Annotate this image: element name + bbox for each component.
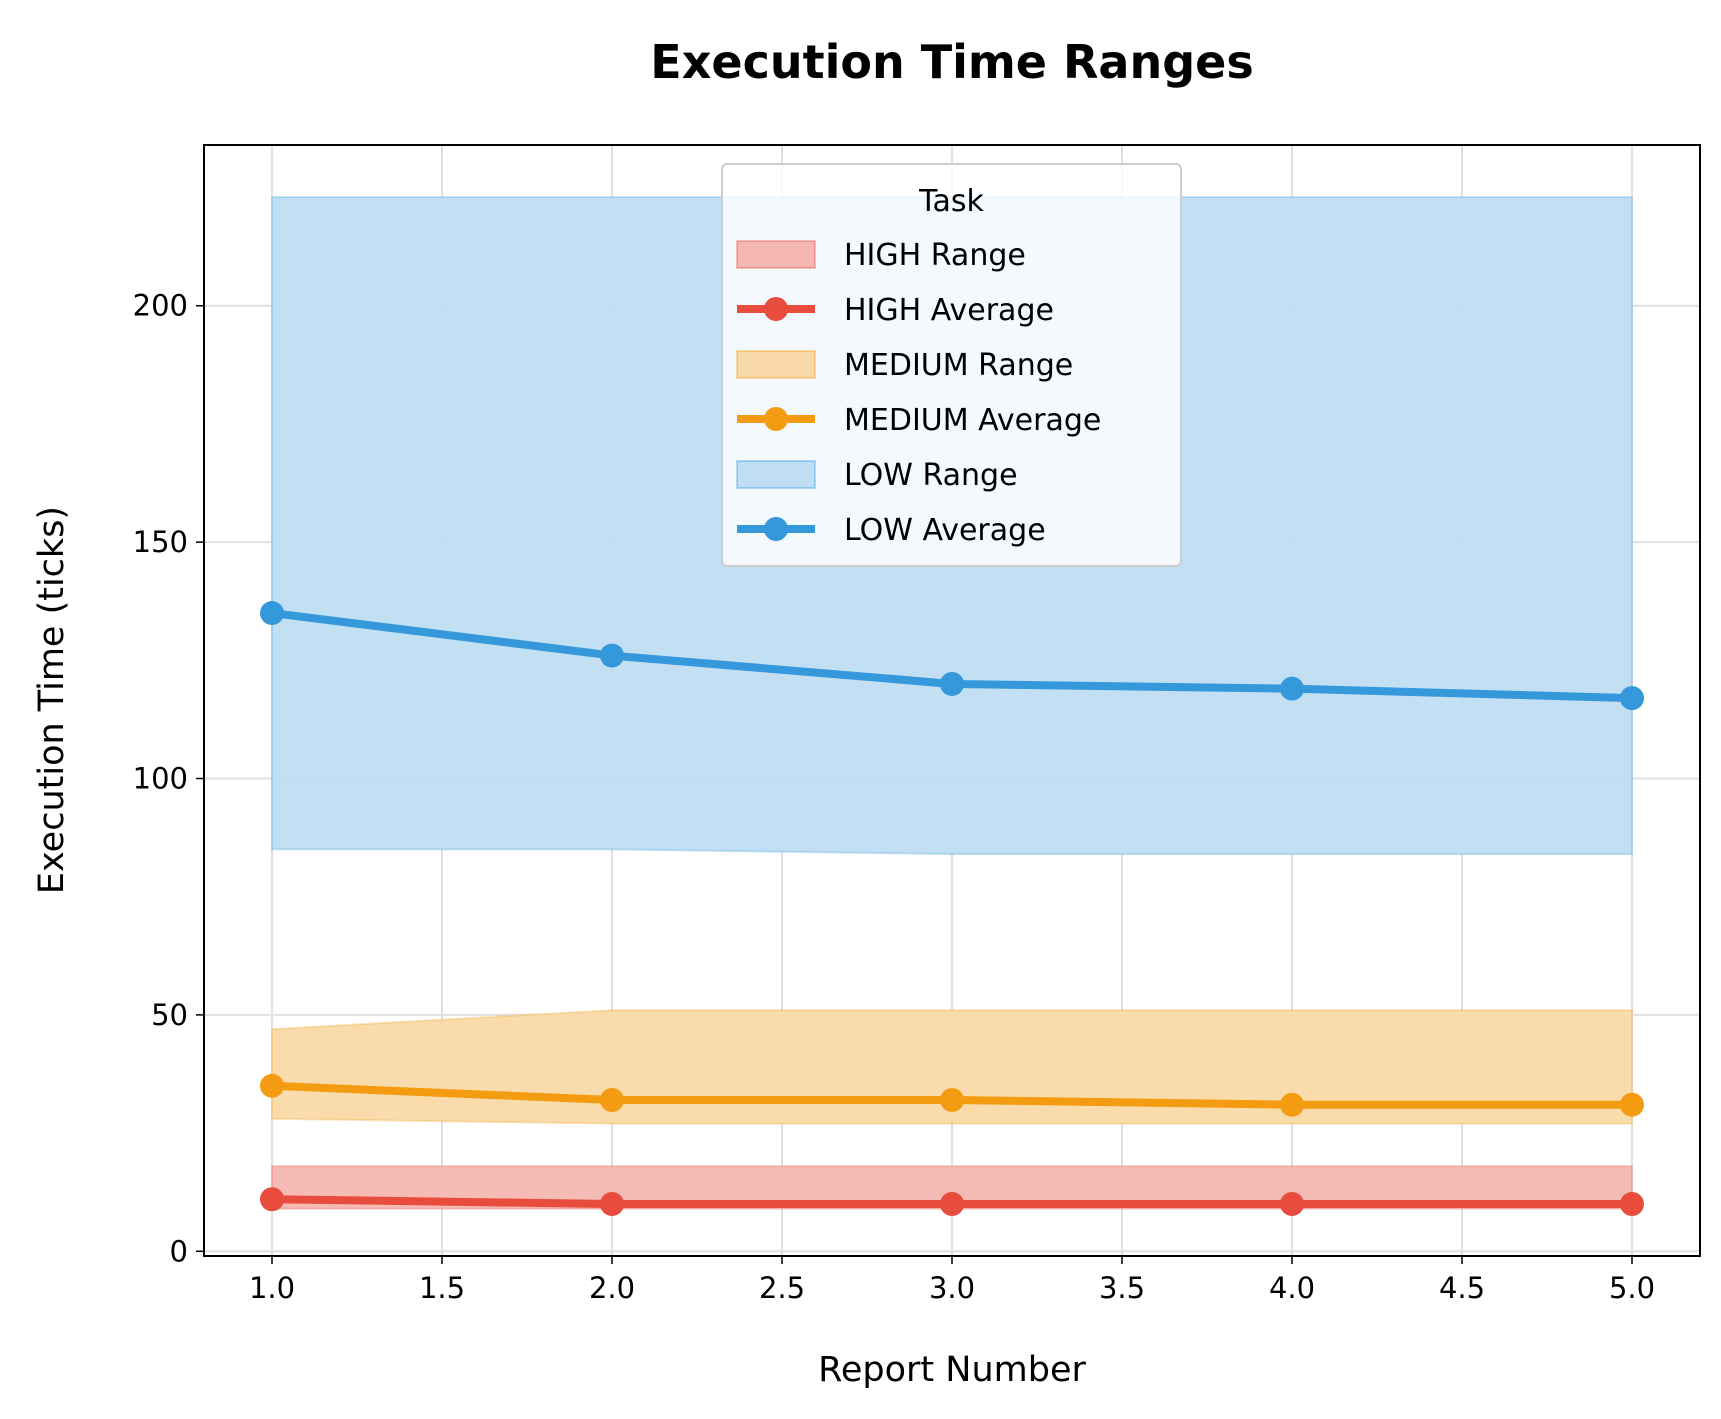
high-average-point — [260, 1187, 284, 1212]
x-tick-label: 1.5 — [419, 1271, 465, 1305]
x-tick-label: 1.0 — [249, 1271, 295, 1305]
low-average-point — [1280, 676, 1304, 701]
legend-swatch-range — [736, 240, 816, 269]
high-average-point — [1280, 1191, 1304, 1216]
medium-average-point — [260, 1073, 284, 1098]
legend-swatch-marker — [764, 517, 788, 541]
y-tick-label: 0 — [170, 1234, 188, 1268]
low-average-point — [1620, 686, 1644, 711]
x-tick-label: 3.5 — [1099, 1271, 1145, 1305]
x-tick-label: 5.0 — [1609, 1271, 1655, 1305]
medium-average-point — [600, 1087, 624, 1112]
legend-entry-label: LOW Average — [844, 513, 1046, 548]
low-average-point — [260, 601, 284, 626]
legend-entry-label: MEDIUM Range — [844, 348, 1073, 383]
medium-average-point — [1620, 1092, 1644, 1117]
x-tick-label: 4.5 — [1439, 1271, 1485, 1305]
legend-box — [721, 163, 1182, 567]
y-tick-label: 200 — [133, 289, 188, 323]
x-tick-label: 2.0 — [589, 1271, 635, 1305]
legend-swatch-range — [736, 350, 816, 379]
y-axis-label: Execution Time (ticks) — [32, 506, 72, 894]
low-average-point — [940, 671, 964, 696]
medium-average-point — [940, 1087, 964, 1112]
legend-swatch-range — [736, 460, 816, 489]
chart-title: Execution Time Ranges — [650, 35, 1253, 89]
y-tick-label: 100 — [133, 762, 188, 796]
legend-swatch-marker — [764, 407, 788, 431]
high-average-point — [600, 1191, 624, 1216]
low-average-point — [600, 643, 624, 668]
high-average-point — [1620, 1191, 1644, 1216]
high-average-point — [940, 1191, 964, 1216]
legend-title: Task — [918, 184, 984, 219]
y-tick-label: 50 — [151, 998, 188, 1032]
legend-entry-label: MEDIUM Average — [844, 403, 1101, 438]
axes-frame — [203, 144, 1701, 1257]
legend: Task HIGH Range HIGH Average MEDIUM Range ME… — [721, 163, 1182, 567]
legend-entry-label: HIGH Range — [844, 238, 1026, 273]
legend-swatch-marker — [764, 297, 788, 321]
legend-entry-label: LOW Range — [844, 458, 1018, 493]
medium-average-point — [1280, 1092, 1304, 1117]
legend-entry-label: HIGH Average — [844, 293, 1054, 328]
x-tick-label: 2.5 — [759, 1271, 805, 1305]
x-tick-label: 4.0 — [1269, 1271, 1315, 1305]
x-tick-label: 3.0 — [929, 1271, 975, 1305]
x-axis-label: Report Number — [818, 1350, 1086, 1390]
y-tick-label: 150 — [133, 525, 188, 559]
